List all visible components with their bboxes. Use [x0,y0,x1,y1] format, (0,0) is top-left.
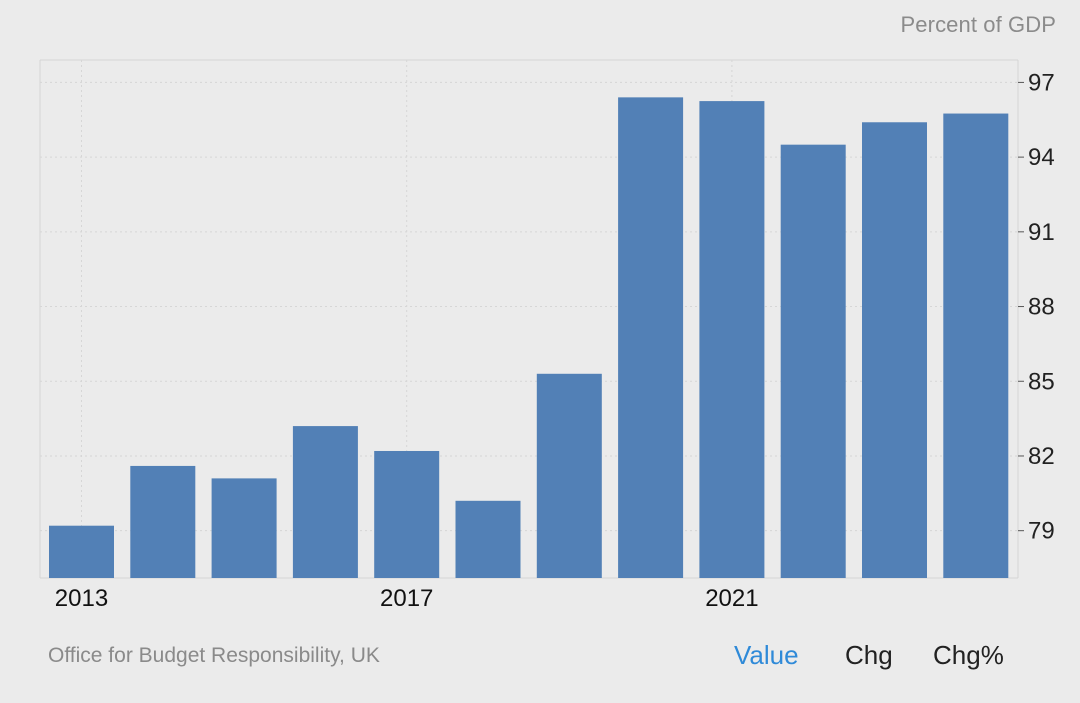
y-tick-label: 94 [1028,144,1055,171]
unit-label: Percent of GDP [900,12,1056,37]
bar-chart: 79 82 85 88 91 94 97 2013 2017 2021 [39,59,1055,612]
x-tick-label: 2017 [380,585,433,612]
y-tick-label: 79 [1028,518,1055,545]
tab-chg-percent[interactable]: Chg% [933,640,1004,670]
x-tick-label: 2013 [55,585,108,612]
y-tick-label: 91 [1028,219,1055,246]
bar-2015[interactable] [211,478,277,578]
source-label: Office for Budget Responsibility, UK [48,644,380,667]
bar-2017[interactable] [374,450,440,578]
bar-2023[interactable] [862,122,927,578]
y-tick-label: 88 [1028,294,1055,321]
view-tabs: Value Chg Chg% [720,640,1080,680]
bar-2020[interactable] [618,97,684,578]
y-tick-label: 97 [1028,69,1055,96]
bar-2022[interactable] [780,144,846,578]
x-tick-label: 2021 [705,585,758,612]
bar-2014[interactable] [130,465,196,578]
tab-chg[interactable]: Chg [845,640,893,670]
bar-2024[interactable] [943,113,1009,578]
bar-2016[interactable] [292,426,358,578]
y-tick-label: 82 [1028,443,1055,470]
tab-value[interactable]: Value [734,640,799,670]
bar-2013[interactable] [49,525,114,578]
bar-2018[interactable] [455,500,521,578]
y-tick-label: 85 [1028,368,1055,395]
bar-2021[interactable] [699,101,765,579]
bar-2019[interactable] [536,373,602,578]
